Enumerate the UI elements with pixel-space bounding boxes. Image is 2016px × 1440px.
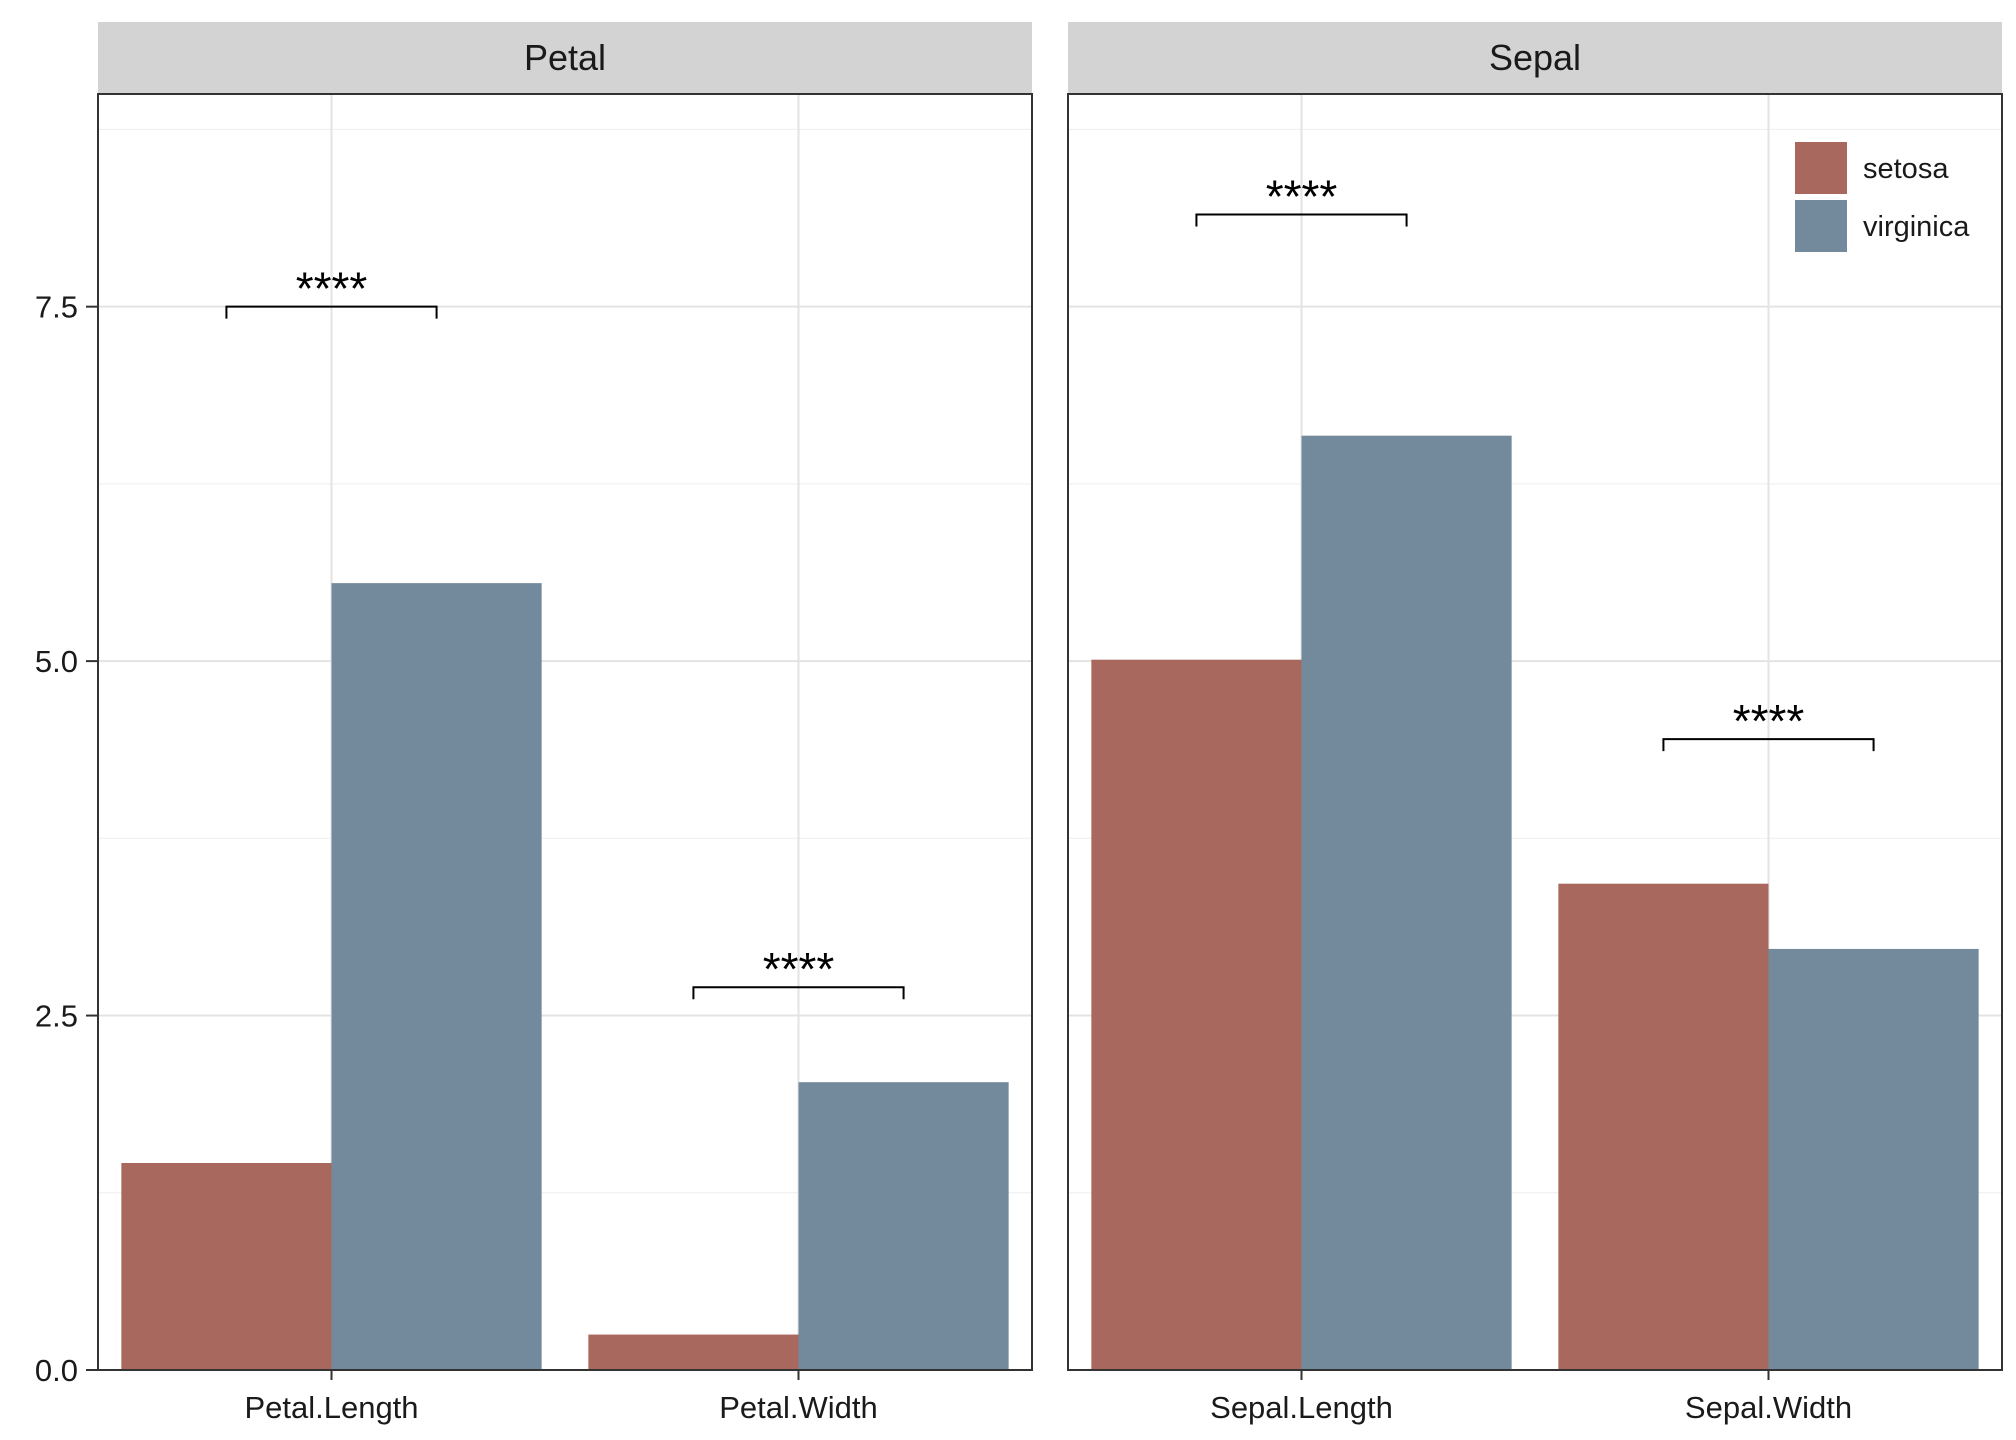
facet-strip [1068,22,2002,94]
y-tick-label: 0.0 [35,1353,78,1388]
y-tick-label: 5.0 [35,644,78,679]
significance-bracket [225,305,438,319]
facet-strip [98,22,1032,94]
bar-virginica-petal-length [331,583,542,1370]
bar-setosa-petal-length [121,1163,332,1370]
x-tick-label: Sepal.Length [1210,1390,1393,1425]
legend-key-virginica [1795,200,1847,252]
bar-virginica-sepal-length [1301,435,1512,1370]
y-tick-label: 7.5 [35,290,78,325]
significance-label: **** [763,943,835,995]
x-tick-label: Sepal.Width [1685,1390,1852,1425]
facet-strip-label: Petal [524,37,606,78]
significance-label: **** [1733,695,1805,747]
bar-virginica-petal-width [798,1082,1009,1370]
significance-label: **** [1266,171,1338,223]
significance-bracket [692,986,905,1000]
y-tick-label: 2.5 [35,999,78,1034]
legend-label: virginica [1863,211,1970,243]
significance-bracket [1662,738,1875,752]
significance-label: **** [296,263,368,315]
bar-setosa-sepal-length [1091,659,1302,1370]
legend-key-setosa [1795,142,1847,194]
bar-setosa-petal-width [588,1334,799,1370]
bar-setosa-sepal-width [1558,883,1769,1370]
facet-strip-label: Sepal [1489,37,1581,78]
x-tick-label: Petal.Width [719,1390,878,1425]
bar-virginica-sepal-width [1768,948,1979,1370]
panel-border [97,93,1033,1371]
x-tick-label: Petal.Length [244,1390,418,1425]
panel-border [1067,93,2003,1371]
legend-label: setosa [1863,153,1949,185]
significance-bracket [1195,213,1408,227]
